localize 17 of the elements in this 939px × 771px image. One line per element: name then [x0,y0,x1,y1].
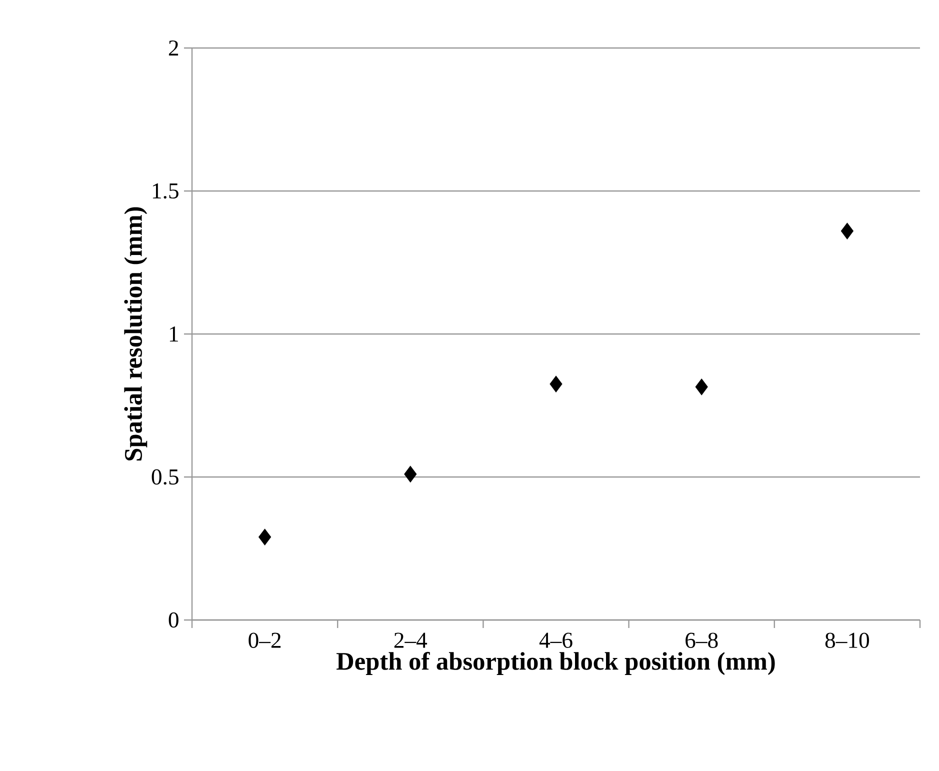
y-axis-title: Spatial resolution (mm) [124,207,148,460]
y-tick-label: 2 [168,40,178,56]
point [404,466,417,482]
y-tick-label: 0.5 [152,469,178,485]
x-axis-title: Depth of absorption block position (mm) [336,652,775,676]
y-tick-label: 1.5 [152,183,178,199]
x-tick-label: 8–10 [825,632,870,648]
point [840,222,854,240]
x-tick-label: 6–8 [686,632,718,648]
y-tick-label: 1 [170,326,178,342]
x-tick-label: 2–4 [394,632,428,648]
x-tick-label: 0–2 [248,632,281,648]
x-tick-label: 4–6 [539,632,572,648]
point [695,378,708,396]
point [258,528,272,546]
y-tick-label: 0 [168,612,178,628]
point [550,376,562,392]
